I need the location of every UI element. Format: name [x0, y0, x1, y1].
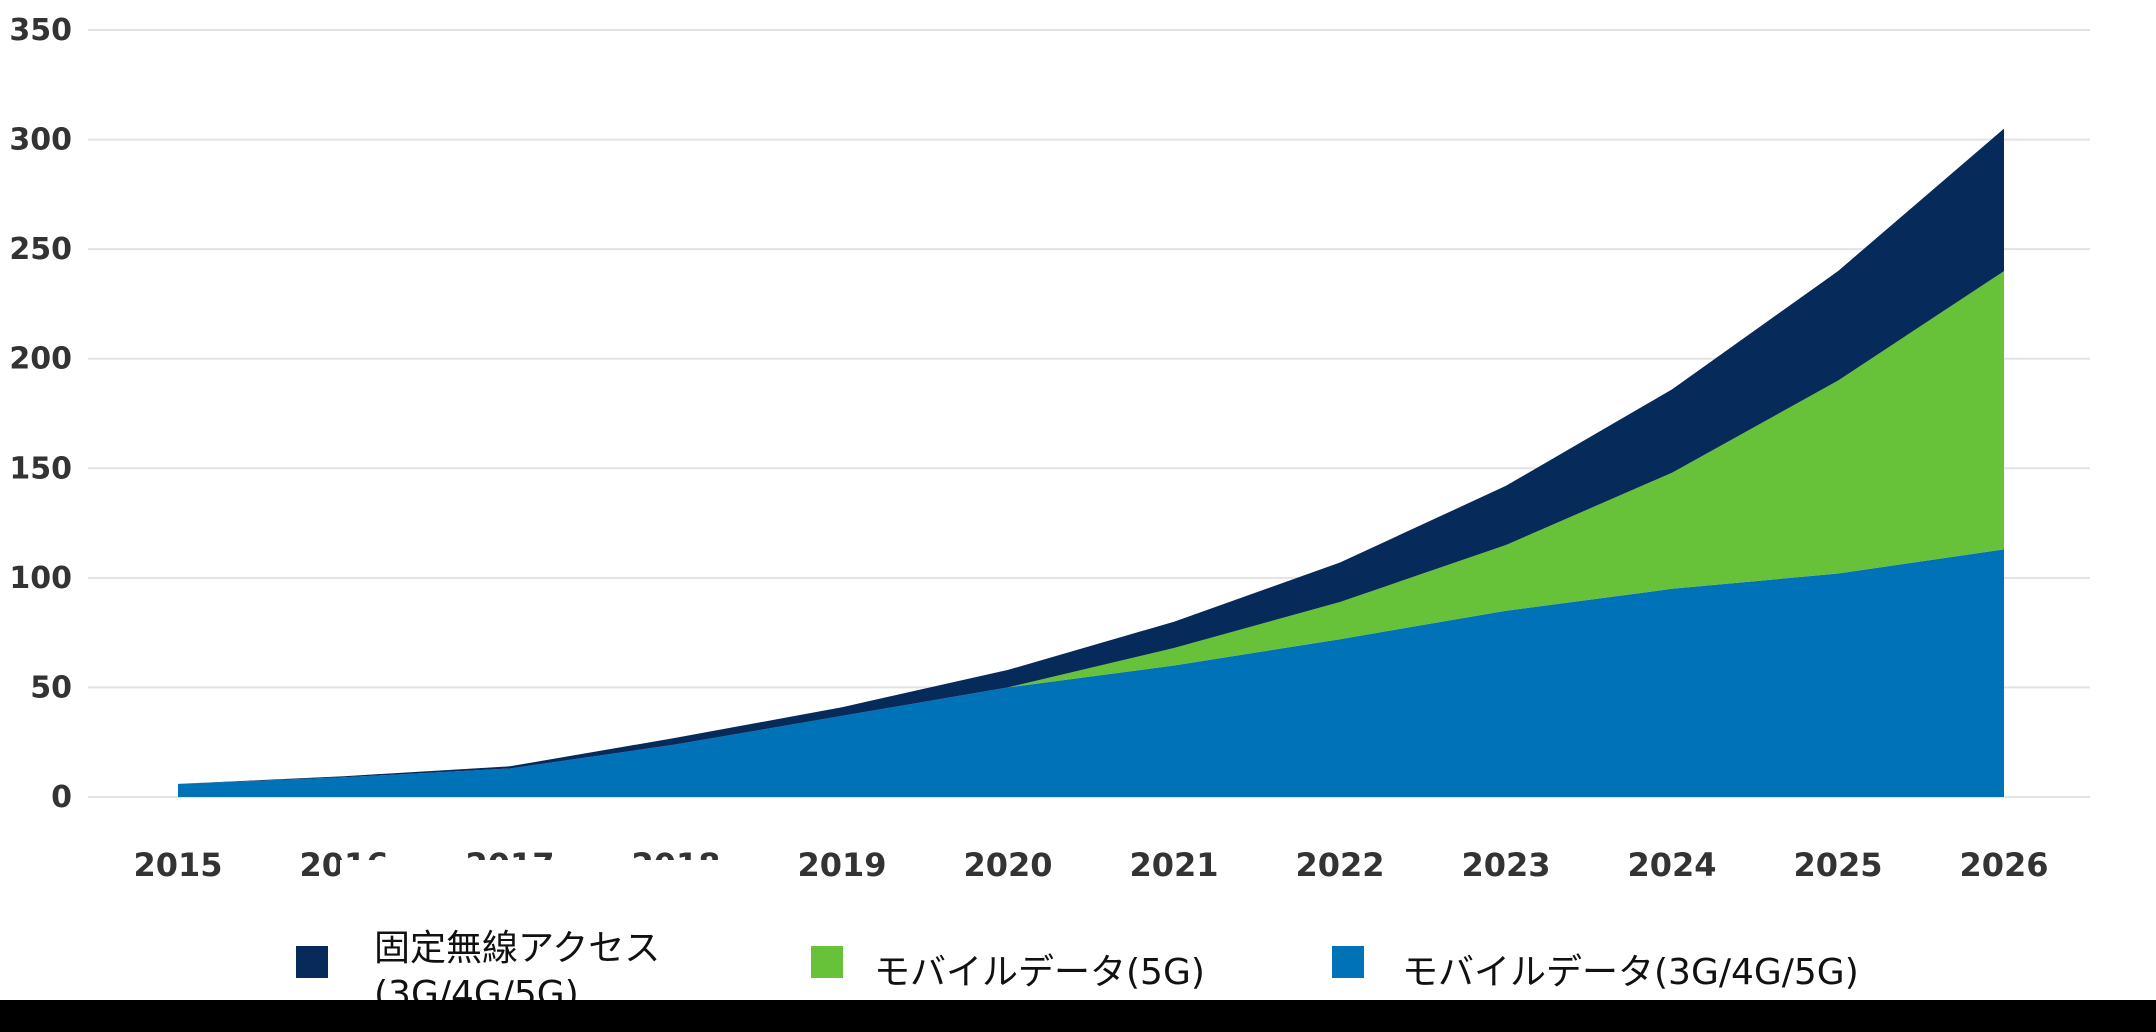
x-tick-label: 2026: [1959, 846, 2048, 884]
y-tick-label: 0: [51, 780, 72, 815]
area-series-1: [178, 549, 2004, 797]
y-tick-label: 350: [9, 13, 72, 48]
area-series-2: [178, 271, 2004, 784]
x-tick-label: 2024: [1627, 846, 1716, 884]
area-series: [178, 128, 2004, 797]
y-tick-label: 250: [9, 232, 72, 267]
bottom-black-bar: [0, 1000, 2156, 1032]
y-tick-label: 50: [30, 670, 72, 705]
legend-swatch-2: [811, 946, 843, 978]
y-tick-label: 200: [9, 342, 72, 377]
x-tick-label: 2021: [1129, 846, 1218, 884]
x-tick-label: 2023: [1461, 846, 1550, 884]
legend-label-2: モバイルデータ(5G): [874, 952, 1205, 993]
area-series-3: [178, 128, 2004, 784]
x-tick-label: 2015: [133, 846, 222, 884]
y-tick-label: 150: [9, 451, 72, 486]
legend-swatch-3: [296, 946, 328, 978]
y-tick-label: 100: [9, 561, 72, 596]
legend-background: [340, 860, 794, 1020]
x-tick-label: 2022: [1295, 846, 1384, 884]
grid-lines: [88, 29, 2090, 798]
y-tick-label: 300: [9, 123, 72, 158]
legend-label-1: モバイルデータ(3G/4G/5G): [1402, 952, 1859, 993]
x-tick-label: 2019: [797, 846, 886, 884]
legend-swatch-1: [1332, 946, 1364, 978]
x-tick-label: 2020: [963, 846, 1052, 884]
x-tick-label: 2025: [1793, 846, 1882, 884]
y-axis-tick-labels: 0 50 100 150 200 250 300 350: [9, 13, 72, 815]
